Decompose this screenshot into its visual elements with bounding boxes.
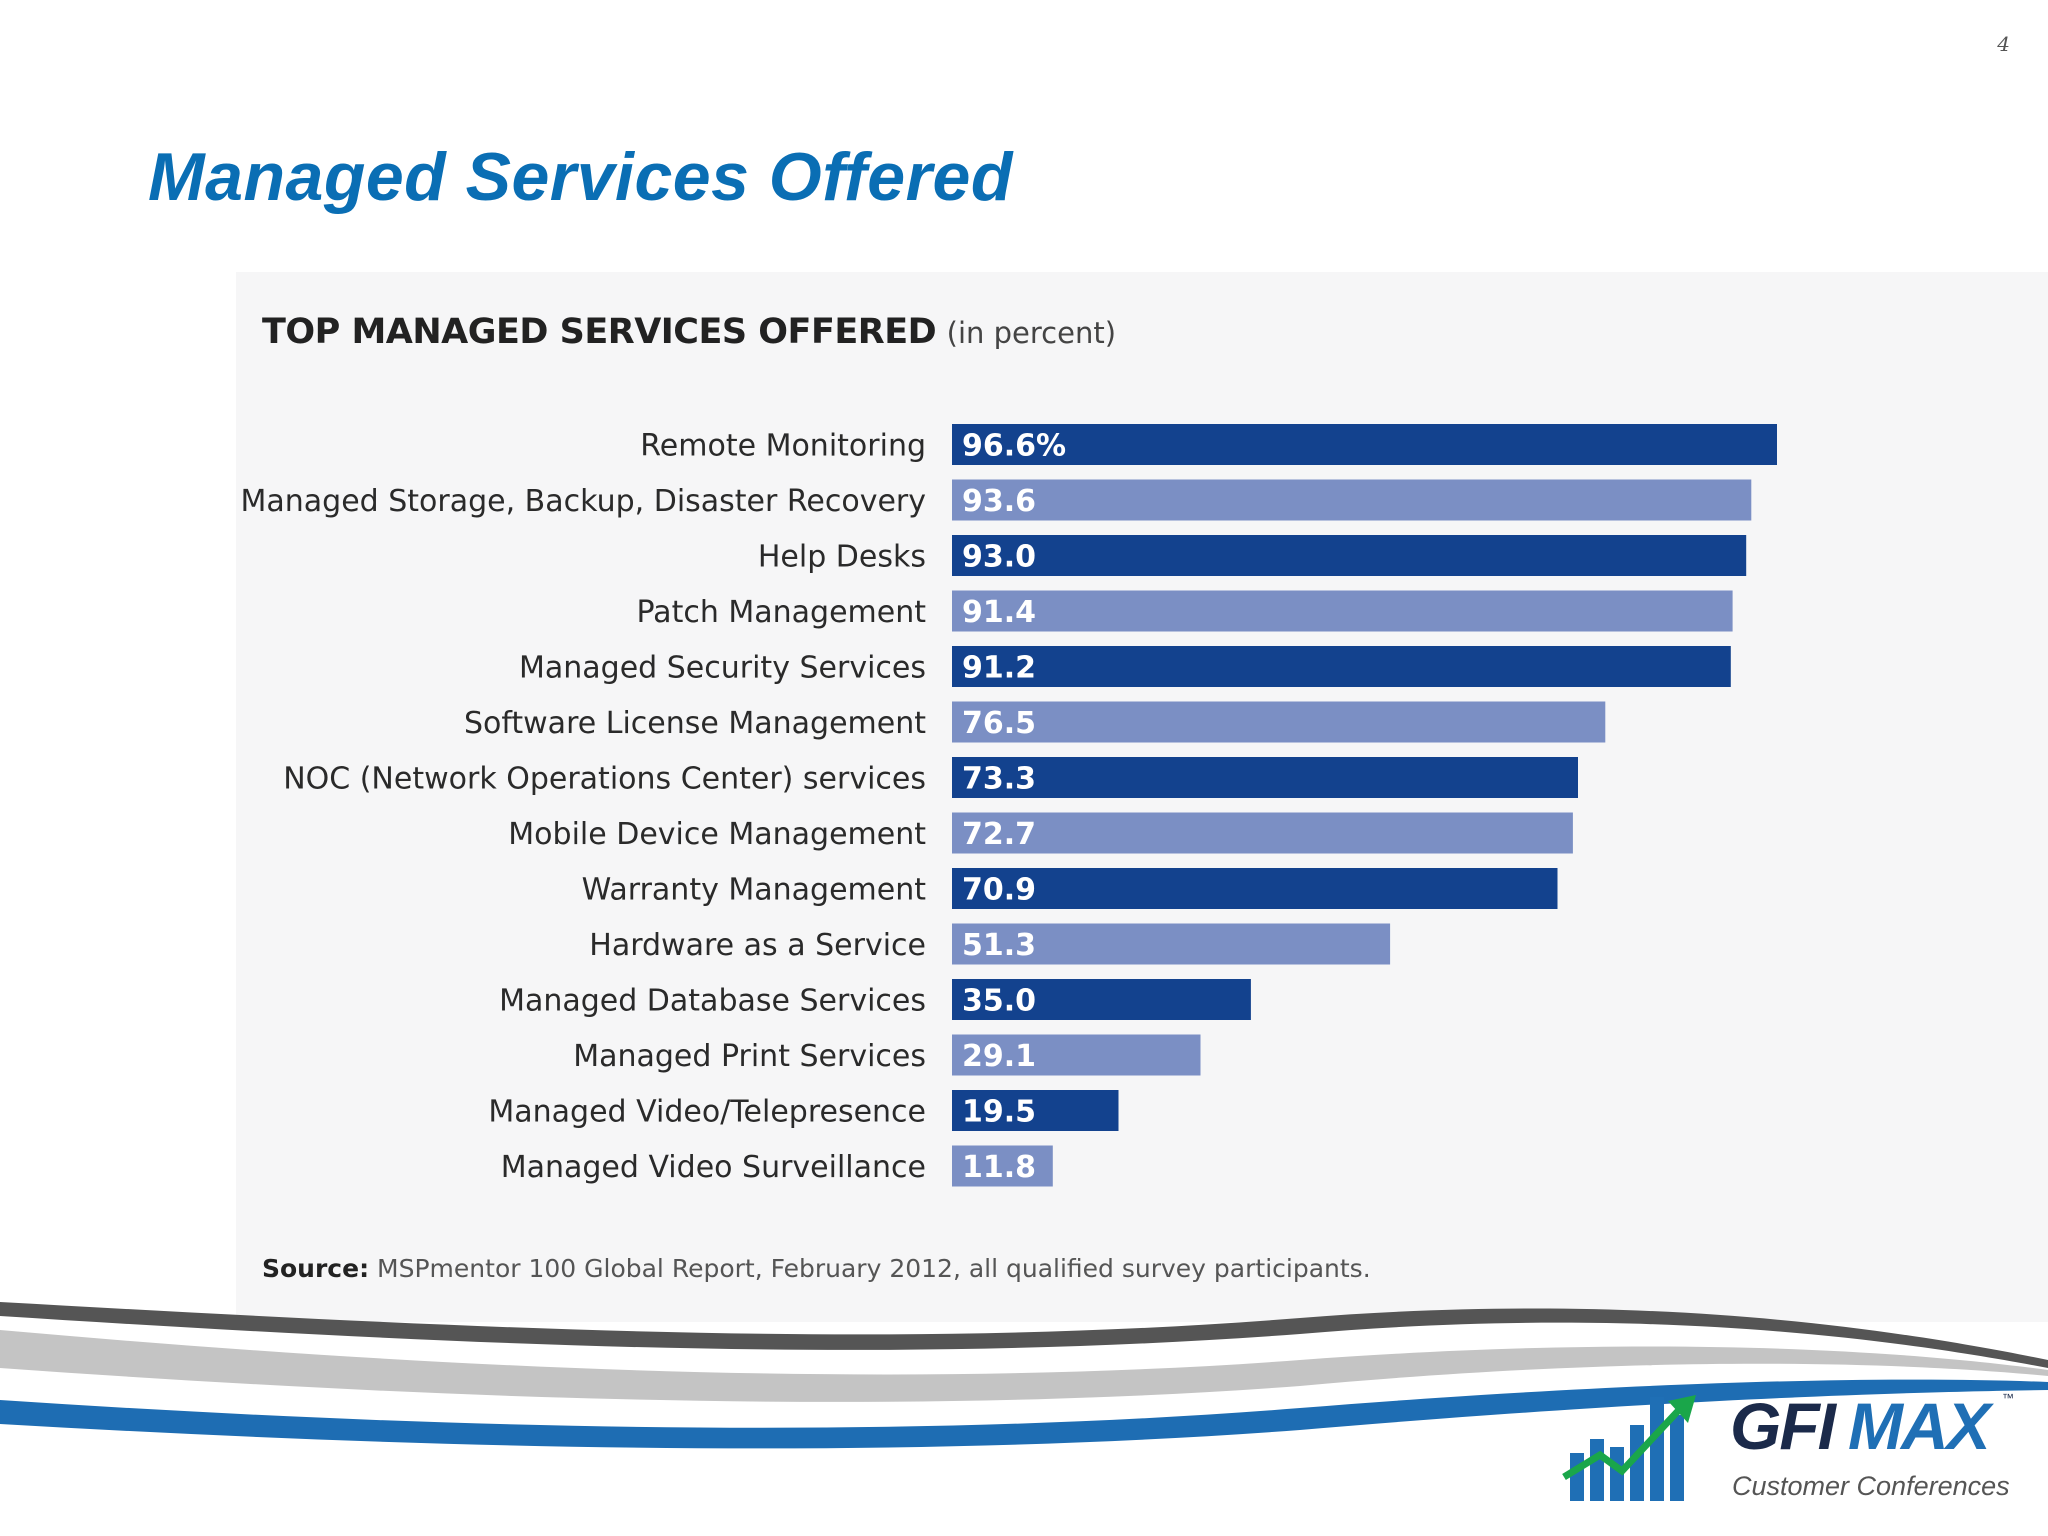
category-label: Managed Storage, Backup, Disaster Recove… bbox=[240, 484, 926, 519]
bar-value-label: 76.5 bbox=[962, 706, 1036, 741]
category-label: Managed Security Services bbox=[519, 651, 926, 686]
category-label: Software License Management bbox=[464, 706, 926, 741]
bar-value-label: 35.0 bbox=[962, 984, 1036, 1019]
bar-value-label: 19.5 bbox=[962, 1095, 1036, 1130]
bar-value-label: 51.3 bbox=[962, 928, 1036, 963]
bar bbox=[952, 1145, 1053, 1187]
bar bbox=[952, 479, 1752, 521]
chart-heading: TOP MANAGED SERVICES OFFERED (in percent… bbox=[262, 312, 1116, 352]
bar bbox=[952, 535, 1747, 576]
category-label: Managed Video Surveillance bbox=[501, 1150, 926, 1185]
bar bbox=[952, 1034, 1201, 1076]
category-label: Warranty Management bbox=[582, 873, 927, 908]
category-label: Remote Monitoring bbox=[640, 429, 926, 464]
category-label: Managed Video/Telepresence bbox=[488, 1095, 926, 1130]
logo-gfi-text: GFI bbox=[1730, 1389, 1836, 1463]
bar-value-label: 91.2 bbox=[962, 651, 1036, 686]
logo-trademark: ™ bbox=[2002, 1391, 2014, 1405]
bar bbox=[952, 701, 1606, 743]
category-label: Managed Print Services bbox=[573, 1039, 926, 1074]
bar-value-label: 72.7 bbox=[962, 817, 1036, 852]
chart-title: TOP MANAGED SERVICES OFFERED bbox=[262, 312, 937, 352]
bar-value-label: 73.3 bbox=[962, 762, 1036, 797]
bar-value-label: 96.6% bbox=[962, 429, 1066, 464]
bar bbox=[952, 923, 1391, 965]
bar bbox=[952, 590, 1733, 632]
logo-wordmark: GFI MAX bbox=[1730, 1393, 1991, 1459]
logo-bars-icon bbox=[1562, 1395, 1696, 1501]
bar-value-label: 11.8 bbox=[962, 1150, 1036, 1185]
page-number: 4 bbox=[1997, 32, 2010, 56]
swoosh-blue-band bbox=[0, 1379, 2048, 1449]
bar bbox=[952, 1090, 1119, 1131]
bar-value-label: 70.9 bbox=[962, 873, 1036, 908]
category-label: Help Desks bbox=[758, 540, 926, 575]
bar bbox=[952, 646, 1731, 687]
swoosh-light-band bbox=[0, 1330, 2048, 1402]
bar bbox=[952, 812, 1573, 854]
bar-value-label: 29.1 bbox=[962, 1039, 1036, 1074]
gfi-max-logo: GFI MAX ™ Customer Conferences bbox=[1560, 1385, 2020, 1515]
footer-swoosh-graphic bbox=[0, 1302, 2048, 1449]
bar-value-label: 91.4 bbox=[962, 595, 1036, 630]
bar bbox=[952, 979, 1251, 1020]
bar-chart: Remote Monitoring 96.6% Managed Storage, B… bbox=[240, 424, 1777, 1187]
slide-title: Managed Services Offered bbox=[148, 139, 1013, 215]
category-label: NOC (Network Operations Center) services bbox=[283, 762, 926, 797]
chart-title-unit: (in percent) bbox=[946, 316, 1117, 350]
category-label: Managed Database Services bbox=[499, 984, 926, 1019]
category-label: Hardware as a Service bbox=[589, 928, 926, 963]
logo-tagline: Customer Conferences bbox=[1732, 1471, 2010, 1501]
source-text: MSPmentor 100 Global Report, February 20… bbox=[377, 1254, 1371, 1283]
bar bbox=[952, 424, 1777, 465]
source-note: Source: MSPmentor 100 Global Report, Feb… bbox=[262, 1254, 1371, 1283]
category-label: Mobile Device Management bbox=[508, 817, 926, 852]
swoosh-dark-band bbox=[0, 1302, 2048, 1368]
bar-value-label: 93.0 bbox=[962, 540, 1036, 575]
bar-value-label: 93.6 bbox=[962, 484, 1036, 519]
bar bbox=[952, 868, 1558, 909]
source-label: Source: bbox=[262, 1254, 370, 1283]
bar bbox=[952, 757, 1578, 798]
category-label: Patch Management bbox=[636, 595, 926, 630]
logo-max-text: MAX bbox=[1848, 1389, 1991, 1463]
